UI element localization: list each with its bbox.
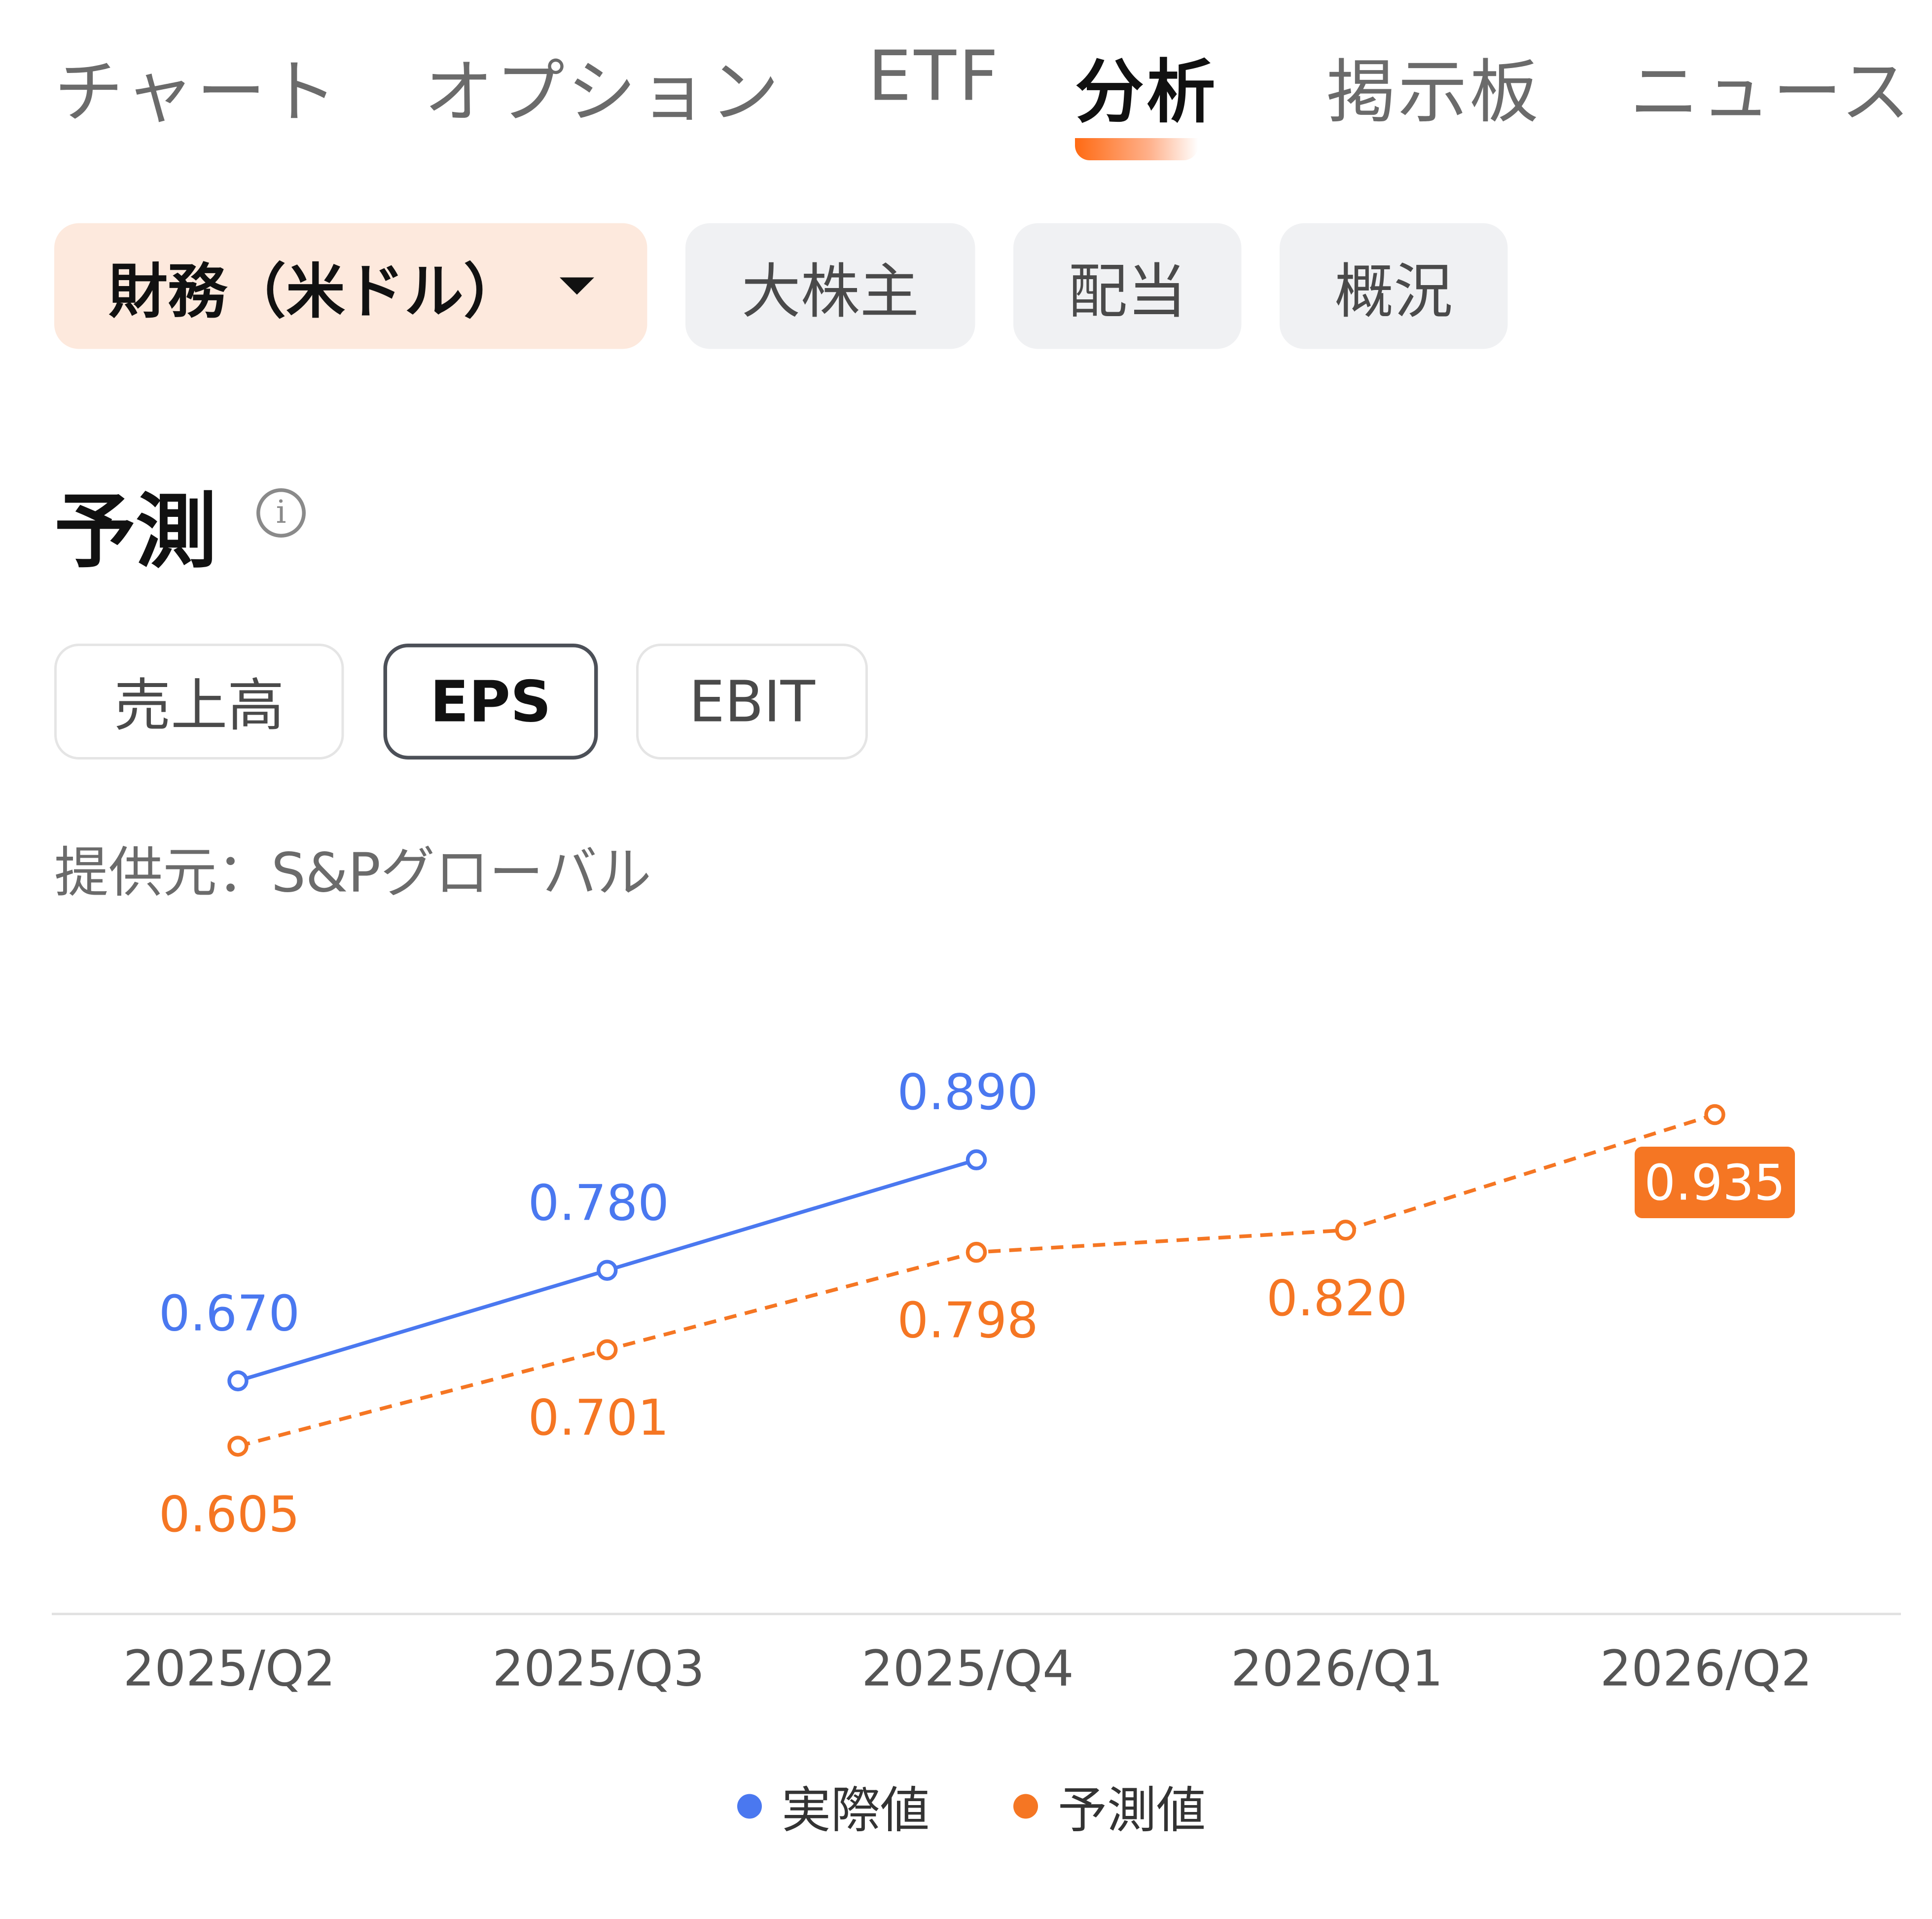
tab-options[interactable]: オプション <box>424 53 782 134</box>
legend-actual-dot <box>737 1794 762 1819</box>
forecast-value-label: 0.701 <box>528 1389 669 1447</box>
x-tick-label: 2025/Q2 <box>123 1640 336 1698</box>
financial-dropdown-chip[interactable]: 財務（米ドル） <box>54 223 647 349</box>
forecast-value-label: 0.935 <box>1644 1154 1785 1212</box>
data-source-text: 提供元：S&Pグローバル <box>54 842 651 905</box>
x-tick-label: 2026/Q1 <box>1231 1640 1443 1698</box>
legend-actual: 実際値 <box>737 1771 930 1842</box>
legend-forecast-label: 予測値 <box>1058 1783 1206 1840</box>
section-title: 予測 <box>54 484 217 580</box>
legend-forecast-dot <box>1013 1794 1038 1819</box>
forecast-data-point <box>966 1241 987 1263</box>
chip-shareholders[interactable]: 大株主 <box>685 223 975 349</box>
metric-tab-revenue[interactable]: 売上高 <box>54 644 344 760</box>
forecast-value-label: 0.605 <box>159 1485 300 1543</box>
financial-chip-label: 財務（米ドル） <box>108 257 523 327</box>
forecast-data-point <box>227 1436 249 1457</box>
tab-board[interactable]: 掲示板 <box>1326 53 1541 134</box>
actual-data-point <box>966 1149 987 1170</box>
forecast-data-point <box>1704 1104 1725 1125</box>
caret-down-icon <box>560 277 595 295</box>
tab-chart[interactable]: チャート <box>54 53 340 134</box>
tab-news[interactable]: ニュース <box>1630 53 1913 134</box>
forecast-data-point <box>1335 1220 1356 1241</box>
top-tab-bar: チャート オプション ETF 分析 掲示板 ニュース <box>0 25 1932 160</box>
chip-dividend[interactable]: 配当 <box>1013 223 1242 349</box>
x-tick-label: 2026/Q2 <box>1600 1640 1813 1698</box>
legend-forecast: 予測値 <box>1013 1771 1206 1842</box>
highlight-value-badge <box>1635 1147 1795 1218</box>
eps-forecast-chart: 2025/Q2 2025/Q3 2025/Q4 2026/Q1 2026/Q2 0.670… <box>52 1063 1901 1698</box>
tab-etf[interactable]: ETF <box>868 37 1001 117</box>
metric-tab-ebit[interactable]: EBIT <box>636 644 868 760</box>
forecast-data-point <box>597 1339 618 1360</box>
forecast-value-label: 0.798 <box>897 1292 1038 1349</box>
actual-data-point <box>597 1260 618 1281</box>
x-tick-label: 2025/Q3 <box>492 1640 705 1698</box>
x-tick-label: 2025/Q4 <box>861 1640 1074 1698</box>
metric-tab-eps[interactable]: EPS <box>383 644 598 760</box>
chip-overview[interactable]: 概況 <box>1280 223 1508 349</box>
tab-analysis[interactable]: 分析 <box>1075 53 1218 134</box>
actual-value-label: 0.780 <box>528 1174 669 1231</box>
forecast-value-label: 0.820 <box>1266 1269 1407 1327</box>
legend-actual-label: 実際値 <box>782 1783 930 1840</box>
active-tab-indicator <box>1075 138 1198 160</box>
actual-value-label: 0.670 <box>159 1284 300 1342</box>
info-icon[interactable]: i <box>256 488 306 538</box>
actual-value-label: 0.890 <box>897 1063 1038 1121</box>
actual-data-point <box>227 1370 249 1392</box>
